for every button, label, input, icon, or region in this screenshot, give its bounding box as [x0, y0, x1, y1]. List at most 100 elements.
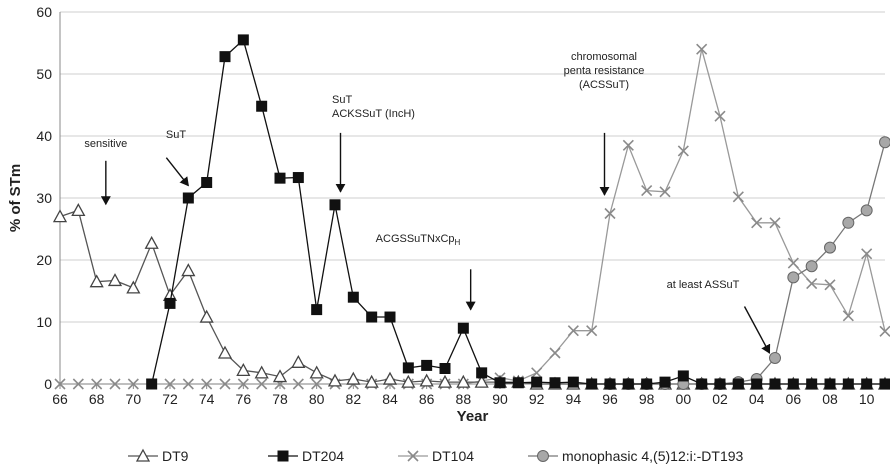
data-point — [824, 241, 836, 254]
x-axis-ticks: 66 68 70 72 74 76 78 80 82 84 86 88 90 92 94 96 98 00 02 04… — [52, 384, 875, 407]
data-point — [879, 136, 890, 149]
data-point — [256, 100, 268, 112]
data-point — [164, 297, 176, 309]
data-point — [347, 291, 359, 303]
data-point — [182, 378, 194, 390]
x-tick-label: 10 — [859, 391, 875, 407]
data-point — [842, 378, 854, 390]
x-tick-label: 66 — [52, 391, 68, 407]
series-line — [151, 38, 885, 385]
data-point — [512, 377, 524, 389]
data-point — [346, 371, 361, 385]
data-point — [72, 378, 84, 390]
data-point — [366, 311, 378, 323]
data-point — [769, 217, 781, 229]
data-point — [182, 192, 194, 204]
annotation-label: sensitive — [84, 138, 127, 150]
legend-marker — [407, 450, 419, 462]
data-point — [641, 184, 653, 197]
data-point — [71, 203, 86, 217]
annotation-subscript: H — [455, 238, 461, 247]
data-point — [824, 279, 836, 291]
data-point — [54, 378, 66, 390]
data-point — [531, 367, 543, 379]
data-point — [107, 273, 123, 287]
data-point — [474, 374, 489, 388]
data-point — [364, 374, 379, 388]
annotation-arrow — [165, 157, 189, 187]
legend-marker — [277, 450, 289, 462]
data-point — [787, 257, 799, 269]
annotation-arrow — [743, 306, 771, 354]
legend-marker — [537, 450, 549, 462]
data-point — [126, 280, 141, 294]
series-line — [59, 209, 885, 385]
data-point — [586, 325, 598, 337]
data-point — [109, 378, 121, 390]
annotation-label: penta resistance — [564, 65, 645, 77]
data-point — [879, 378, 890, 390]
legend-label: DT204 — [302, 448, 344, 464]
x-tick-label: 98 — [639, 391, 655, 407]
data-point — [805, 260, 818, 273]
gridlines — [60, 11, 885, 385]
data-point — [217, 345, 233, 359]
x-tick-label: 78 — [272, 391, 288, 407]
data-point — [604, 378, 616, 390]
x-tick-label: 72 — [162, 391, 178, 407]
series-dt204 — [146, 34, 890, 390]
series-monophasic-4-5-12-i-dt193 — [604, 136, 890, 390]
y-tick-label: 60 — [36, 4, 52, 20]
data-point — [439, 363, 451, 374]
y-tick-label: 20 — [36, 252, 52, 268]
data-point — [309, 365, 324, 379]
data-point — [622, 139, 634, 151]
data-point — [567, 376, 579, 388]
data-point — [329, 199, 341, 211]
data-point — [787, 271, 800, 284]
data-point — [127, 378, 139, 390]
data-point — [677, 370, 689, 382]
legend-label: monophasic 4,(5)12:i:-DT193 — [562, 448, 744, 464]
data-point — [311, 378, 323, 390]
legend-item: DT204 — [268, 448, 344, 464]
data-point — [327, 373, 343, 387]
legend-item: DT9 — [128, 448, 189, 464]
data-point — [237, 378, 249, 390]
annotation-label: SuT — [166, 129, 186, 141]
x-tick-label: 06 — [786, 391, 802, 407]
data-point — [199, 309, 214, 323]
x-tick-label: 80 — [309, 391, 325, 407]
x-tick-label: 76 — [236, 391, 252, 407]
x-tick-label: 82 — [346, 391, 362, 407]
data-point — [732, 378, 744, 390]
y-tick-label: 0 — [44, 376, 52, 392]
data-point — [219, 51, 231, 63]
data-point — [604, 207, 616, 220]
data-point — [291, 354, 306, 368]
data-point — [236, 363, 251, 377]
annotation-label: (ACSSuT) — [579, 79, 629, 91]
annotation-label: ACGSSuTNxCpH — [376, 233, 461, 247]
data-point — [549, 347, 561, 359]
data-point — [256, 378, 268, 390]
x-tick-label: 86 — [419, 391, 435, 407]
data-point — [401, 374, 416, 388]
data-point — [421, 359, 433, 371]
annotation-label: at least ASSuT — [667, 279, 740, 291]
data-point — [144, 235, 159, 249]
data-point — [769, 351, 781, 364]
data-point — [824, 378, 836, 390]
legend-label: DT104 — [432, 448, 474, 464]
data-point — [806, 378, 818, 390]
data-point — [402, 362, 414, 374]
data-point — [861, 248, 873, 260]
y-tick-label: 10 — [36, 314, 52, 330]
y-tick-label: 40 — [36, 128, 52, 144]
y-axis-ticks: 0 10 20 30 40 50 60 — [36, 4, 52, 392]
data-point — [164, 378, 176, 390]
data-point — [696, 378, 708, 390]
series-dt9 — [52, 203, 890, 390]
annotation-label: SuT — [332, 94, 352, 106]
series-dt104 — [54, 43, 890, 390]
